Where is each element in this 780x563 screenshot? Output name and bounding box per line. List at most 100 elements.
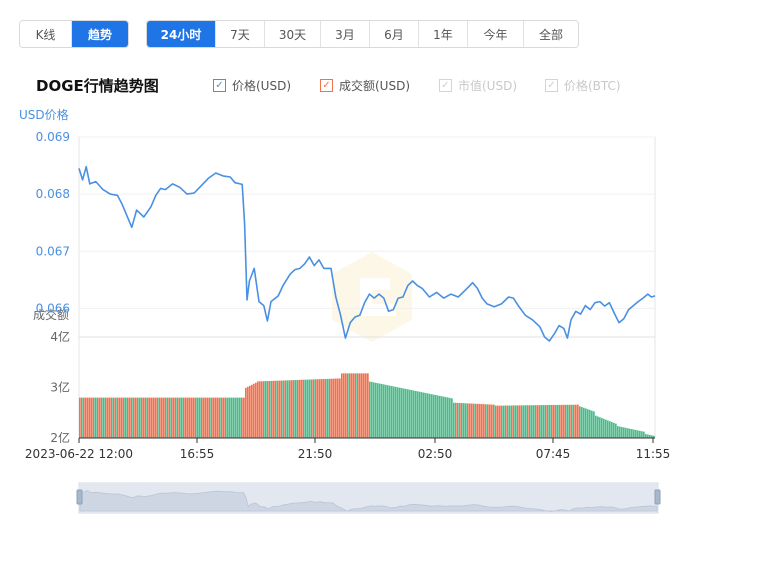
volume-bar xyxy=(597,416,599,438)
x-tick-label: 07:45 xyxy=(536,447,571,461)
volume-bar xyxy=(399,387,401,438)
checkbox-checked-icon: ✓ xyxy=(320,79,333,92)
volume-bar xyxy=(541,405,543,438)
volume-bar xyxy=(475,403,477,438)
volume-bar xyxy=(179,397,181,438)
volume-bar xyxy=(249,385,251,438)
volume-bar xyxy=(347,373,349,438)
volume-bar xyxy=(577,404,579,438)
chart-title: DOGE行情趋势图 xyxy=(36,77,159,95)
volume-bar xyxy=(145,397,147,438)
volume-bar xyxy=(221,397,223,438)
volume-bar xyxy=(463,403,465,438)
volume-bar xyxy=(551,404,553,438)
volume-bar xyxy=(391,386,393,438)
volume-bar xyxy=(417,391,419,438)
volume-bar xyxy=(203,397,205,438)
data-zoom-slider[interactable] xyxy=(76,482,661,514)
volume-bar xyxy=(147,397,149,438)
volume-bar xyxy=(335,378,337,438)
volume-bar xyxy=(389,385,391,438)
volume-bar xyxy=(307,379,309,438)
volume-bar xyxy=(631,429,633,438)
x-tick-label: 02:50 xyxy=(418,447,453,461)
tab-range-7d[interactable]: 7天 xyxy=(216,21,265,47)
volume-bar xyxy=(587,409,589,438)
volume-bar xyxy=(415,390,417,438)
x-tick-label: 2023-06-22 12:00 xyxy=(25,447,133,461)
legend-price-btc[interactable]: ✓ 价格(BTC) xyxy=(545,77,621,94)
volume-bar xyxy=(329,378,331,438)
price-tick-label: 0.069 xyxy=(36,130,70,144)
tab-range-ytd[interactable]: 今年 xyxy=(468,21,524,47)
volume-bar xyxy=(187,397,189,438)
volume-bar xyxy=(461,403,463,438)
volume-bar xyxy=(351,373,353,438)
volume-bar xyxy=(127,397,129,438)
volume-bar xyxy=(293,380,295,438)
volume-bar xyxy=(167,397,169,438)
volume-bar xyxy=(373,382,375,438)
volume-bar xyxy=(563,404,565,438)
volume-tick-label: 2亿 xyxy=(50,430,70,445)
tab-range-all[interactable]: 全部 xyxy=(524,21,578,47)
volume-bar xyxy=(413,390,415,438)
volume-bar xyxy=(565,404,567,438)
volume-bar xyxy=(315,379,317,438)
volume-bar xyxy=(521,405,523,438)
volume-bar xyxy=(485,404,487,438)
price-gridlines xyxy=(79,136,655,309)
volume-bar xyxy=(483,404,485,438)
volume-bar xyxy=(345,373,347,438)
volume-bar xyxy=(291,380,293,438)
volume-bar xyxy=(371,381,373,438)
volume-bar xyxy=(193,397,195,438)
volume-bar xyxy=(131,397,133,438)
tab-range-30d[interactable]: 30天 xyxy=(265,21,321,47)
volume-bar xyxy=(219,397,221,438)
x-tick-label: 21:50 xyxy=(298,447,333,461)
volume-bar xyxy=(441,396,443,438)
volume-bar xyxy=(525,405,527,438)
tab-trend[interactable]: 趋势 xyxy=(72,21,128,47)
tab-range-6m[interactable]: 6月 xyxy=(370,21,419,47)
volume-bar xyxy=(605,419,607,438)
checkbox-checked-icon: ✓ xyxy=(213,79,226,92)
volume-bar xyxy=(231,397,233,438)
volume-bar xyxy=(173,397,175,438)
volume-bar xyxy=(359,373,361,438)
legend-volume-usd[interactable]: ✓ 成交额(USD) xyxy=(320,77,410,94)
legend-price-usd[interactable]: ✓ 价格(USD) xyxy=(213,77,291,94)
volume-bar xyxy=(387,385,389,438)
volume-bar xyxy=(595,415,597,438)
tab-kline[interactable]: K线 xyxy=(20,21,72,47)
volume-bar xyxy=(407,389,409,438)
zoom-handle-right[interactable] xyxy=(654,489,661,505)
tab-range-1y[interactable]: 1年 xyxy=(419,21,468,47)
volume-bar xyxy=(523,405,525,438)
volume-bar xyxy=(121,397,123,438)
volume-bar xyxy=(119,397,121,438)
price-line xyxy=(78,165,656,342)
volume-bar xyxy=(191,397,193,438)
volume-bar xyxy=(491,404,493,438)
volume-bar xyxy=(243,397,245,438)
legend-marketcap-usd[interactable]: ✓ 市值(USD) xyxy=(439,77,517,94)
volume-bar xyxy=(285,380,287,438)
zoom-handle-left[interactable] xyxy=(76,489,83,505)
volume-bar xyxy=(253,383,255,438)
tab-range-3m[interactable]: 3月 xyxy=(321,21,370,47)
volume-bar xyxy=(431,394,433,438)
volume-bar xyxy=(593,411,595,438)
volume-bar xyxy=(337,378,339,438)
volume-bar xyxy=(639,430,641,438)
tab-range-24h[interactable]: 24小时 xyxy=(147,21,216,47)
volume-bar xyxy=(447,397,449,438)
volume-bar xyxy=(369,381,371,438)
volume-bar xyxy=(619,426,621,438)
volume-bar xyxy=(89,397,91,438)
volume-bar xyxy=(201,397,203,438)
volume-bar xyxy=(429,393,431,438)
volume-bar xyxy=(509,405,511,438)
x-axis-ticks: 2023-06-22 12:00 16:55 21:50 02:50 07:45 11:5… xyxy=(25,438,670,461)
